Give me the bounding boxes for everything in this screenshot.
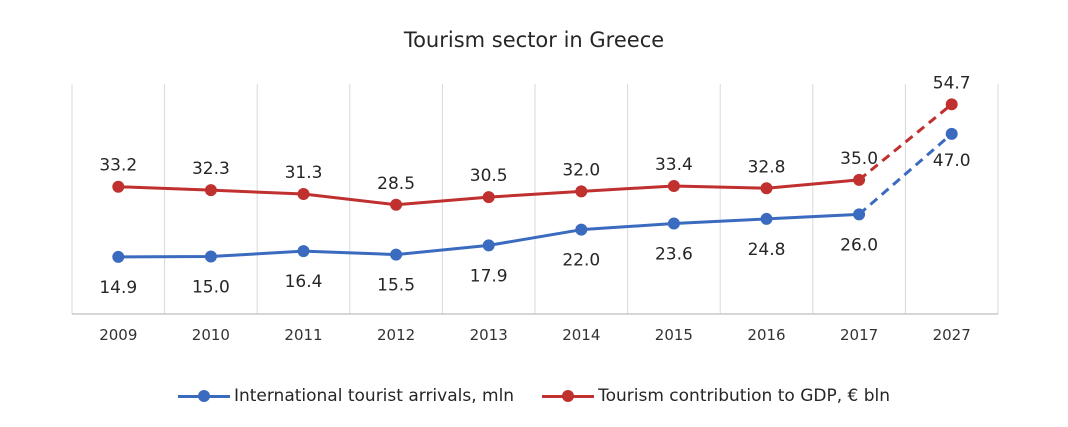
legend-label-arrivals: International tourist arrivals, mln [233,386,515,406]
data-label: 28.5 [377,174,415,194]
data-point [667,217,680,230]
series-projection-line-1 [858,103,953,181]
x-tick-label: 2011 [284,326,322,344]
data-point [482,191,495,204]
data-point [482,239,495,252]
x-tick-label: 2016 [747,326,785,344]
data-label: 33.2 [99,156,137,176]
x-tick-label: 2015 [655,326,693,344]
data-label: 35.0 [840,149,878,169]
data-point [575,185,588,198]
data-label: 54.7 [933,73,971,93]
data-point [853,208,866,221]
data-label: 16.4 [285,272,323,292]
data-point [575,223,588,236]
legend: International tourist arrivals, mln Tour… [0,386,1068,406]
data-label: 26.0 [840,235,878,255]
legend-item-gdp: Tourism contribution to GDP, € bln [542,386,890,406]
x-tick-label: 2027 [933,326,971,344]
legend-label-gdp: Tourism contribution to GDP, € bln [598,386,891,406]
data-point [204,184,217,197]
data-point [204,250,217,263]
data-point [760,182,773,195]
x-tick-label: 2017 [840,326,878,344]
data-label: 14.9 [99,278,137,298]
data-label: 32.8 [748,157,786,177]
data-point [390,198,403,211]
legend-swatch-gdp [542,389,595,403]
x-tick-label: 2013 [470,326,508,344]
series-projection-line-0 [858,132,953,216]
data-labels: 14.9 15.0 16.4 15.5 17.9 22.0 23.6 24.8 26.0 47.0… [99,73,970,298]
x-tick-label: 2014 [562,326,600,344]
data-label: 15.0 [192,278,230,298]
data-label: 24.8 [748,240,786,260]
data-label: 15.5 [377,276,415,296]
data-label: 47.0 [933,151,971,171]
data-point [297,245,310,258]
data-label: 17.9 [470,266,508,286]
legend-swatch-arrivals [177,389,230,403]
legend-item-arrivals: International tourist arrivals, mln [177,386,515,406]
data-point [667,179,680,192]
data-point [853,173,866,186]
data-point [112,250,125,263]
chart-title: Tourism sector in Greece [403,28,665,52]
data-label: 30.5 [470,166,508,186]
data-point [390,248,403,261]
data-point [945,127,958,140]
x-tick-label: 2012 [377,326,415,344]
x-tick-label: 2009 [99,326,137,344]
data-label: 23.6 [655,245,693,265]
grid [71,84,999,315]
data-label: 31.3 [285,163,323,183]
data-point [945,98,958,111]
data-point [760,212,773,225]
data-point [112,180,125,193]
data-label: 33.4 [655,155,693,175]
data-point [297,188,310,201]
series-points [112,98,958,263]
data-label: 22.0 [562,251,600,271]
data-label: 32.0 [562,160,600,180]
data-label: 32.3 [192,159,230,179]
x-tick-label: 2010 [192,326,230,344]
x-axis-ticks: 2009 2010 2011 2012 2013 2014 2015 2016 2017 2027 [99,326,971,344]
